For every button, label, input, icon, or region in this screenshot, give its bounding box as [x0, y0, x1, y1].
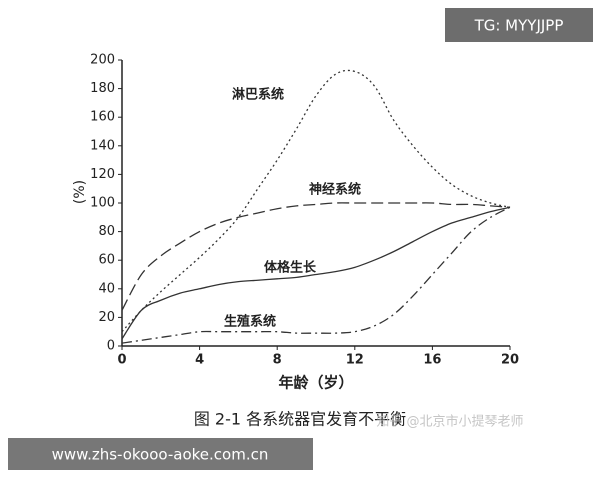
watermark-top: TG: MYYJJPP	[474, 17, 564, 35]
series-line	[121, 69, 511, 333]
y-tick-label: 140	[90, 138, 115, 153]
watermark-box	[445, 8, 593, 42]
y-tick-label: 40	[98, 281, 115, 296]
y-tick-label: 100	[90, 196, 115, 211]
series-label: 体格生长	[264, 260, 317, 276]
y-axis-label: (%)	[72, 180, 88, 204]
series-line	[121, 206, 511, 344]
y-tick-label: 0	[107, 339, 115, 354]
y-tick-label: 120	[90, 167, 115, 182]
x-tick-label: 12	[346, 353, 364, 368]
x-tick-label: 16	[423, 353, 441, 368]
y-tick-label: 180	[90, 81, 115, 96]
caption: 图 2-1 各系统器官发育不平衡	[194, 410, 406, 429]
watermark-overlay: 知乎 @北京市小提琴老师	[376, 414, 523, 430]
y-tick-label: 200	[90, 53, 115, 68]
x-tick-label: 4	[195, 353, 204, 368]
series-line	[121, 206, 511, 340]
x-tick-label: 0	[117, 353, 126, 368]
y-tick-label: 160	[90, 110, 115, 125]
y-tick-label: 20	[98, 310, 115, 325]
y-tick-label: 60	[98, 253, 115, 268]
x-tick-label: 20	[501, 353, 519, 368]
y-tick-label: 80	[98, 224, 115, 239]
watermark-bottom: www.zhs-okooo-aoke.com.cn	[52, 446, 269, 464]
watermark-box	[8, 438, 313, 470]
series-label: 神经系统	[309, 182, 361, 198]
series-line	[121, 202, 511, 311]
x-tick-label: 8	[273, 353, 282, 368]
series-label: 淋巴系统	[232, 87, 284, 103]
series-label: 生殖系统	[224, 314, 276, 330]
x-axis-label: 年龄（岁）	[278, 374, 353, 392]
